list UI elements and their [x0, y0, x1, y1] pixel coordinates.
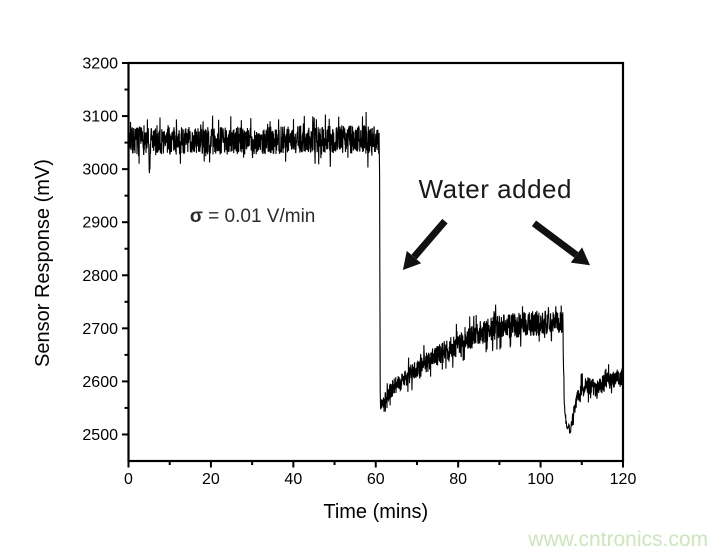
- sigma-annotation: σ = 0.01 V/min: [190, 206, 315, 227]
- arrow-head-icon: [402, 250, 422, 270]
- y-tick-label: 3000: [82, 162, 118, 179]
- y-tick-label: 2600: [82, 374, 118, 391]
- x-tick-label: 40: [284, 471, 302, 488]
- y-tick-label: 3100: [82, 109, 118, 126]
- x-tick-label: 80: [449, 471, 467, 488]
- y-tick-label: 2500: [82, 427, 118, 444]
- water-added-arrow-icons: [402, 218, 590, 270]
- x-tick-label: 20: [202, 471, 220, 488]
- plot-frame: [127, 61, 625, 463]
- sigma-value: = 0.01 V/min: [203, 206, 315, 227]
- sensor-response-trace: [129, 111, 623, 434]
- arrow-shaft: [411, 218, 448, 260]
- sigma-symbol: σ: [190, 206, 203, 227]
- x-tick-label: 120: [610, 471, 637, 488]
- water-added-annotation: Water added: [419, 174, 572, 204]
- y-tick-label: 2700: [82, 321, 118, 338]
- arrow-shaft: [531, 220, 579, 258]
- x-tick-label: 60: [367, 471, 385, 488]
- x-axis-title: Time (mins): [323, 501, 428, 523]
- y-axis-title: Sensor Response (mV): [32, 159, 54, 367]
- x-tick-label: 100: [527, 471, 554, 488]
- y-tick-label: 2900: [82, 215, 118, 232]
- y-tick-label: 3200: [82, 56, 118, 73]
- axis-ticks: 0 20 40 60 80 100 120 2500 2600 2700 2800 2900 3000 3…: [82, 56, 636, 489]
- arrow-head-icon: [570, 247, 590, 266]
- watermark: www.cntronics.com: [527, 528, 708, 551]
- y-tick-label: 2800: [82, 268, 118, 285]
- x-tick-label: 0: [124, 471, 133, 488]
